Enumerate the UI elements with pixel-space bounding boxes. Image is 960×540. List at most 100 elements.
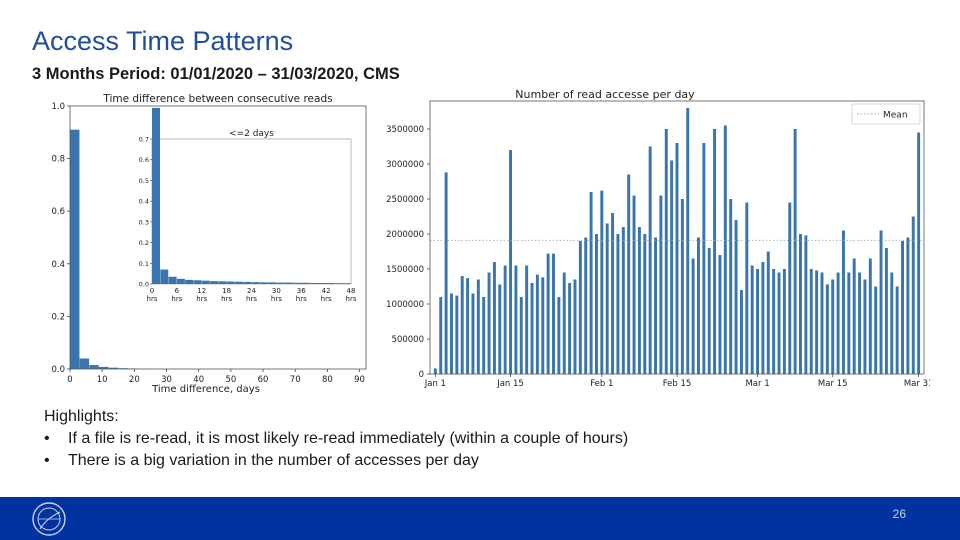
footer-bar: 26: [0, 497, 960, 540]
daily-bar: [911, 216, 915, 374]
inset-x-tick-label: 0: [150, 287, 154, 295]
inset-bar: [185, 279, 194, 284]
inset-bar: [168, 276, 177, 284]
time-difference-chart: Time difference between consecutive read…: [51, 93, 367, 395]
histogram-bar: [79, 358, 90, 369]
inset-x-tick-label: 12: [197, 287, 206, 295]
inset-x-tick-label: 6: [175, 287, 180, 295]
daily-bar: [836, 272, 840, 374]
inset-bar: [160, 269, 169, 284]
daily-bar: [487, 272, 491, 374]
inset-bar: [234, 281, 243, 284]
inset-x-tick-unit: hrs: [221, 295, 232, 303]
y-tick-label: 0.0: [51, 365, 65, 375]
daily-bar: [739, 290, 743, 374]
inset-x-tick-label: 24: [247, 287, 256, 295]
y-tick-label: 500000: [392, 335, 424, 345]
daily-bar: [793, 129, 797, 374]
inset-y-tick-label: 0.6: [139, 156, 149, 164]
x-tick-label: Jan 15: [496, 379, 524, 389]
y-tick-label: 0.4: [51, 260, 65, 270]
daily-bar: [573, 279, 577, 374]
daily-bar: [648, 146, 652, 374]
y-tick-label: 1000000: [386, 300, 424, 310]
daily-bar: [439, 297, 443, 374]
daily-bar: [788, 202, 792, 374]
x-tick-label: 90: [354, 375, 365, 385]
daily-bar: [450, 293, 453, 374]
inset-title: <=2 days: [229, 129, 274, 139]
daily-bar: [707, 248, 711, 374]
daily-bar: [654, 237, 657, 374]
inset-bar: [292, 282, 301, 284]
daily-bar: [815, 270, 819, 374]
daily-bar: [901, 241, 904, 374]
inset-y-tick-label: 0.7: [139, 136, 149, 144]
daily-bar: [584, 237, 588, 374]
daily-bar: [847, 272, 851, 374]
daily-bar: [734, 220, 738, 374]
legend-box: [851, 103, 921, 125]
daily-bar: [895, 286, 899, 374]
daily-bar: [455, 295, 459, 374]
daily-bar: [713, 129, 717, 374]
daily-bar: [616, 234, 620, 374]
daily-bar: [906, 237, 910, 374]
daily-bar: [444, 172, 448, 374]
daily-bar: [858, 272, 862, 374]
inset-bar: [176, 278, 185, 284]
daily-bar: [519, 297, 523, 374]
x-tick-label: Jan 1: [424, 379, 446, 389]
daily-bar: [691, 258, 695, 374]
daily-bar: [611, 213, 615, 374]
inset-y-tick-label: 0.2: [139, 239, 149, 247]
inset-x-tick-unit: hrs: [296, 295, 307, 303]
histogram-bar: [89, 365, 99, 369]
y-tick-label: 1500000: [386, 265, 424, 275]
daily-bar: [777, 272, 781, 374]
daily-bar: [578, 241, 582, 374]
plot-frame: [69, 105, 367, 370]
daily-bar: [680, 199, 684, 374]
daily-bar: [702, 143, 706, 374]
daily-bar: [568, 283, 572, 374]
histogram-bar: [108, 367, 119, 369]
y-tick-label: 0.6: [51, 207, 65, 217]
inset-bar: [334, 283, 343, 284]
daily-bar: [557, 297, 561, 374]
inset-bar: [193, 280, 202, 284]
daily-bar: [605, 223, 609, 374]
daily-bar: [761, 262, 765, 374]
daily-bar: [718, 255, 722, 374]
daily-bar: [804, 235, 808, 374]
daily-bar: [476, 279, 480, 374]
x-tick-label: 20: [129, 375, 140, 385]
y-tick-label: 0.2: [51, 312, 65, 322]
daily-bar: [868, 258, 872, 374]
x-tick-label: Mar 15: [818, 379, 848, 389]
daily-bar: [852, 258, 856, 374]
inset-bar: [251, 282, 260, 284]
daily-bar: [664, 129, 668, 374]
highlights-section: Highlights: • If a file is re-read, it is…: [44, 406, 628, 472]
inset-bar: [201, 280, 210, 284]
x-tick-label: 0: [67, 375, 72, 385]
daily-bar: [874, 286, 878, 374]
x-tick-label: Feb 15: [663, 379, 692, 389]
highlight-text: If a file is re-read, it is most likely …: [68, 430, 629, 447]
daily-bar: [514, 265, 518, 374]
inset-x-tick-unit: hrs: [171, 295, 182, 303]
histogram-bar: [70, 129, 80, 369]
daily-bar: [782, 269, 786, 374]
y-tick-label: 0: [419, 370, 424, 380]
daily-reads-chart: Number of read accesse per day 0 500000 100…: [386, 88, 930, 389]
inset-x-tick-unit: hrs: [271, 295, 282, 303]
daily-bar: [723, 125, 727, 374]
x-tick-label: Mar 1: [745, 379, 769, 389]
histogram-bar: [98, 366, 109, 369]
inset-y-tick-label: 0.4: [139, 198, 149, 206]
daily-bar: [471, 293, 475, 374]
chart-title: Time difference between consecutive read…: [102, 93, 332, 105]
slide-title: Access Time Patterns: [32, 26, 294, 56]
daily-bar: [594, 234, 598, 374]
